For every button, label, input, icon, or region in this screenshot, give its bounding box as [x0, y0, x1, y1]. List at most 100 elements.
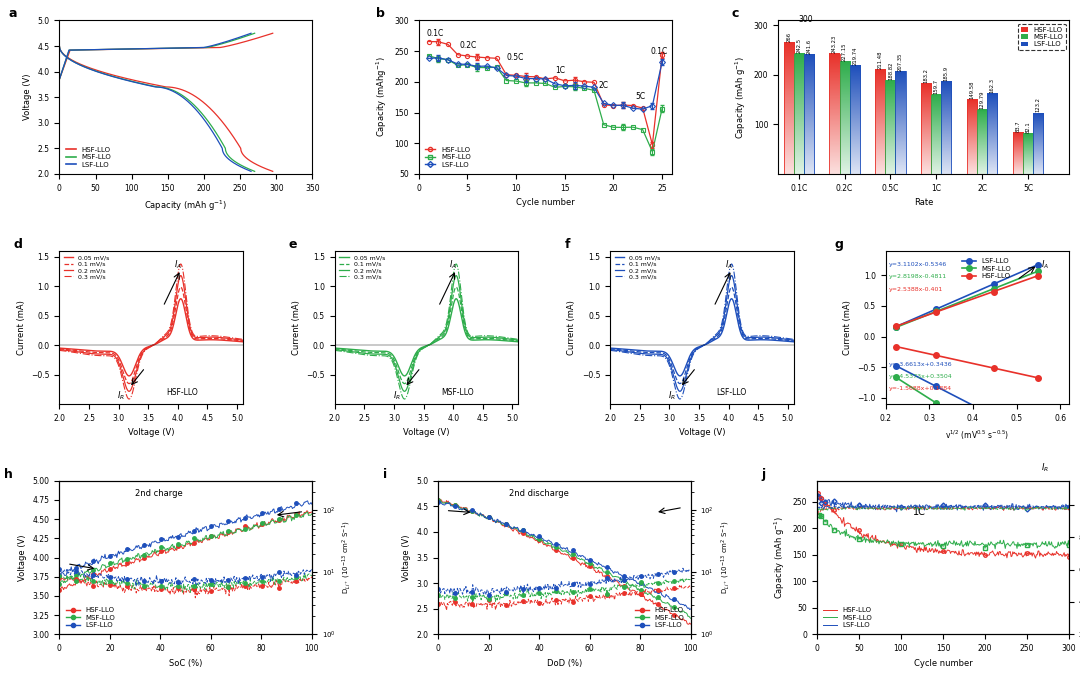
Legend: HSF-LLO, MSF-LLO, LSF-LLO: HSF-LLO, MSF-LLO, LSF-LLO [63, 144, 114, 170]
HSF-LLO [1023, 548, 1036, 557]
0.2 mV/s [507, 336, 519, 344]
MSF-LLO [812, 509, 825, 518]
Text: 188.82: 188.82 [888, 61, 893, 80]
Text: d: d [14, 237, 23, 250]
0.05 mV/s [782, 338, 795, 346]
0.2 mV/s [787, 336, 800, 344]
Text: 266: 266 [786, 31, 792, 42]
MSF-LLO [966, 540, 978, 548]
Text: MSF-LLO: MSF-LLO [442, 388, 474, 397]
HSF-LLO [1063, 552, 1076, 561]
Y-axis label: D$_{Li^+}$ (10$^{-13}$ cm$^2$ S$^{-1}$): D$_{Li^+}$ (10$^{-13}$ cm$^2$ S$^{-1}$) [719, 521, 732, 594]
0.2 mV/s [231, 336, 244, 344]
Text: h: h [4, 468, 13, 481]
0.3 mV/s [231, 335, 244, 343]
0.05 mV/s [748, 336, 761, 344]
Line: 0.1 mV/s: 0.1 mV/s [610, 287, 794, 383]
Line: HSF-LLO: HSF-LLO [893, 273, 1040, 329]
Text: $I_R$: $I_R$ [393, 389, 401, 402]
0.1 mV/s [613, 346, 626, 354]
0.1 mV/s [53, 345, 66, 353]
X-axis label: v$^{1/2}$ (mV$^{0.5}$ s$^{-0.5}$): v$^{1/2}$ (mV$^{0.5}$ s$^{-0.5}$) [945, 428, 1010, 442]
Line: 0.2 mV/s: 0.2 mV/s [59, 276, 243, 391]
0.1 mV/s [604, 345, 617, 353]
Text: $I_R$: $I_R$ [669, 389, 676, 402]
0.3 mV/s [473, 332, 486, 340]
Text: 0.1C: 0.1C [650, 47, 667, 56]
Text: a: a [9, 8, 17, 20]
0.3 mV/s [782, 335, 795, 343]
Line: 0.1 mV/s: 0.1 mV/s [59, 287, 243, 383]
0.1 mV/s [143, 343, 156, 351]
Text: i: i [382, 468, 387, 481]
0.05 mV/s [237, 338, 249, 346]
LSF-LLO [1063, 503, 1076, 511]
X-axis label: Cycle number: Cycle number [914, 659, 972, 668]
HSF-LLO [960, 550, 973, 558]
0.3 mV/s [143, 344, 156, 352]
LSF-LLO [1031, 261, 1044, 269]
0.05 mV/s [473, 336, 486, 344]
0.2 mV/s [507, 336, 519, 344]
Line: LSF-LLO: LSF-LLO [818, 496, 1069, 512]
0.05 mV/s [449, 295, 462, 303]
Legend: 0.05 mV/s, 0.1 mV/s, 0.2 mV/s, 0.3 mV/s: 0.05 mV/s, 0.1 mV/s, 0.2 mV/s, 0.3 mV/s [613, 254, 662, 280]
Line: 0.05 mV/s: 0.05 mV/s [59, 299, 243, 376]
MSF-LLO [930, 308, 943, 316]
Text: y=3.1102x-0.5346: y=3.1102x-0.5346 [889, 262, 947, 267]
X-axis label: DoD (%): DoD (%) [546, 659, 582, 668]
0.2 mV/s [338, 346, 351, 355]
Legend: HSF-LLO, MSF-LLO, LSF-LLO: HSF-LLO, MSF-LLO, LSF-LLO [820, 604, 875, 631]
Text: 123.2: 123.2 [1036, 98, 1040, 113]
0.3 mV/s [507, 335, 519, 343]
MSF-LLO [1031, 267, 1044, 276]
0.05 mV/s [693, 342, 706, 351]
MSF-LLO [811, 512, 824, 520]
Text: 2nd discharge: 2nd discharge [509, 489, 569, 498]
Text: 242.5: 242.5 [796, 38, 801, 53]
0.2 mV/s [418, 343, 431, 351]
0.3 mV/s [449, 260, 462, 268]
Text: 159.7: 159.7 [934, 79, 939, 94]
0.3 mV/s [338, 347, 351, 355]
0.05 mV/s [782, 338, 795, 346]
Text: y=-4.5373x+0.3504: y=-4.5373x+0.3504 [889, 374, 953, 379]
Text: 227.15: 227.15 [842, 42, 847, 61]
0.3 mV/s [237, 336, 249, 344]
0.2 mV/s [63, 346, 76, 355]
0.05 mV/s [137, 345, 150, 353]
Line: HSF-LLO: HSF-LLO [818, 492, 1069, 558]
0.2 mV/s [449, 271, 462, 280]
Text: 162.3: 162.3 [989, 78, 995, 93]
LSF-LLO [890, 507, 903, 516]
Line: 0.2 mV/s: 0.2 mV/s [610, 276, 794, 391]
Y-axis label: Capacity (mAh g$^{-1}$): Capacity (mAh g$^{-1}$) [772, 516, 787, 599]
0.3 mV/s [512, 336, 525, 344]
0.1 mV/s [693, 343, 706, 351]
0.1 mV/s [63, 346, 76, 354]
Text: 0.1C: 0.1C [427, 29, 444, 38]
Text: 83.7: 83.7 [1015, 120, 1021, 132]
Y-axis label: Capacity (mAh g$^{-1}$): Capacity (mAh g$^{-1}$) [733, 55, 748, 139]
Text: j: j [761, 468, 766, 481]
0.3 mV/s [399, 395, 411, 403]
Line: 0.1 mV/s: 0.1 mV/s [335, 287, 518, 383]
0.05 mV/s [413, 345, 426, 353]
0.1 mV/s [449, 283, 462, 291]
0.1 mV/s [123, 379, 136, 387]
Text: 82.1: 82.1 [1025, 121, 1030, 133]
0.3 mV/s [782, 335, 795, 343]
Y-axis label: Current (mA): Current (mA) [292, 300, 301, 355]
0.3 mV/s [748, 332, 761, 340]
0.1 mV/s [237, 337, 249, 345]
LSF-LLO [966, 503, 978, 511]
0.3 mV/s [674, 395, 687, 403]
MSF-LLO [1025, 540, 1038, 548]
HSF-LLO [930, 308, 943, 316]
Line: 0.3 mV/s: 0.3 mV/s [335, 264, 518, 399]
HSF-LLO [961, 550, 974, 558]
0.05 mV/s [512, 338, 525, 346]
HSF-LLO [1040, 550, 1053, 558]
LSF-LLO [961, 503, 974, 512]
0.3 mV/s [507, 335, 519, 343]
